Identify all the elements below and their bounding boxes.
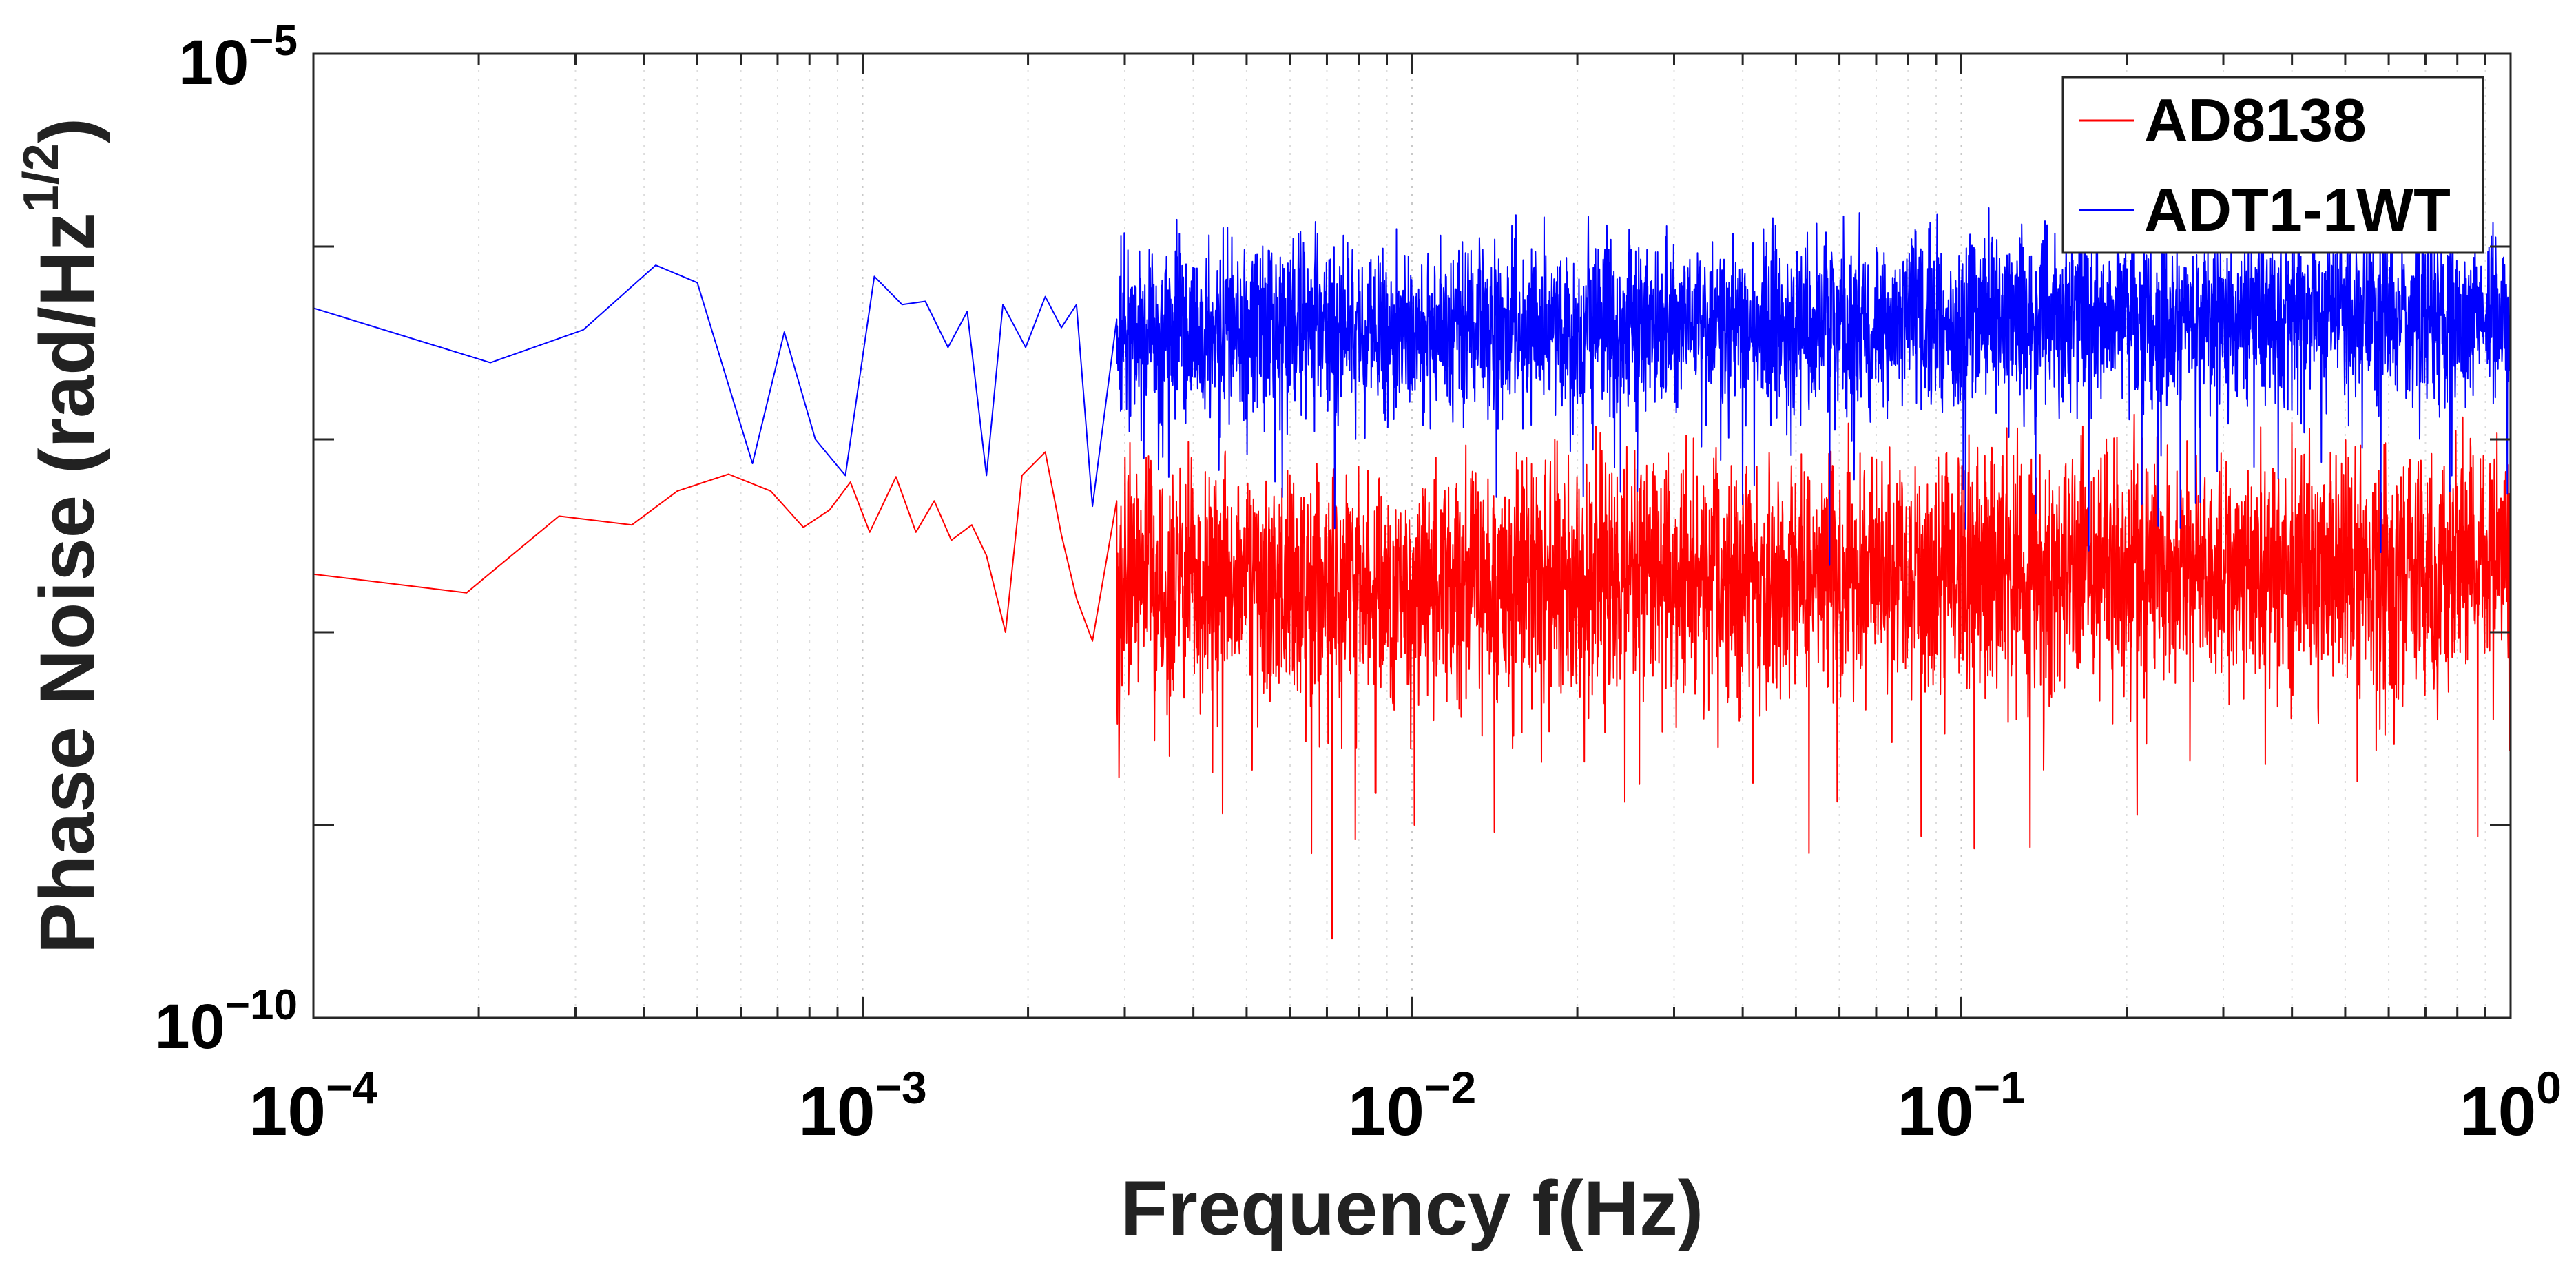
x-gridlines (478, 54, 2486, 1018)
x-tick-exponent: −3 (875, 1062, 926, 1113)
y-tick-base: 10 (178, 28, 249, 98)
legend-label-ad8138: AD8138 (2144, 86, 2367, 154)
axis-ticks (312, 52, 2512, 1019)
y-tick-label: 10−10 (154, 981, 298, 1062)
series-layer (313, 207, 2511, 940)
x-tick-label: 10−1 (1897, 1062, 2025, 1150)
y-tick-base: 10 (154, 992, 225, 1062)
x-tick-base: 10 (1348, 1073, 1424, 1150)
x-tick-label: 10−2 (1348, 1062, 1476, 1150)
legend: AD8138 ADT1-1WT (2061, 76, 2484, 254)
legend-box (2061, 76, 2484, 254)
x-tick-exponent: −4 (326, 1062, 378, 1113)
y-axis-title: Phase Noise (rad/Hz1/2) (14, 118, 110, 954)
y-tick-exponent: −10 (225, 981, 298, 1029)
x-tick-labels: 10−4 10−3 10−2 10−1 100 (249, 1062, 2562, 1150)
x-tick-label: 10−3 (798, 1062, 926, 1150)
series-line-adt1-1wt (313, 207, 2511, 566)
x-tick-exponent: 0 (2536, 1062, 2562, 1113)
x-tick-base: 10 (2460, 1073, 2536, 1150)
y-axis-title-main: Phase Noise (rad/Hz (24, 212, 110, 954)
x-tick-exponent: −1 (1973, 1062, 2025, 1113)
x-tick-label: 10−4 (249, 1062, 378, 1150)
x-tick-exponent: −2 (1424, 1062, 1476, 1113)
x-tick-base: 10 (249, 1073, 326, 1150)
y-axis-title-superscript: 1/2 (14, 143, 69, 212)
series-line-ad8138 (313, 413, 2511, 940)
x-tick-label: 100 (2460, 1062, 2562, 1150)
y-axis-title-close: ) (24, 118, 110, 143)
x-tick-base: 10 (798, 1073, 875, 1150)
legend-label-adt1-1wt: ADT1-1WT (2144, 176, 2451, 244)
y-tick-label: 10−5 (178, 17, 298, 98)
x-tick-base: 10 (1897, 1073, 1973, 1150)
y-tick-exponent: −5 (249, 17, 298, 65)
x-axis-title: Frequency f(Hz) (1121, 1165, 1703, 1251)
